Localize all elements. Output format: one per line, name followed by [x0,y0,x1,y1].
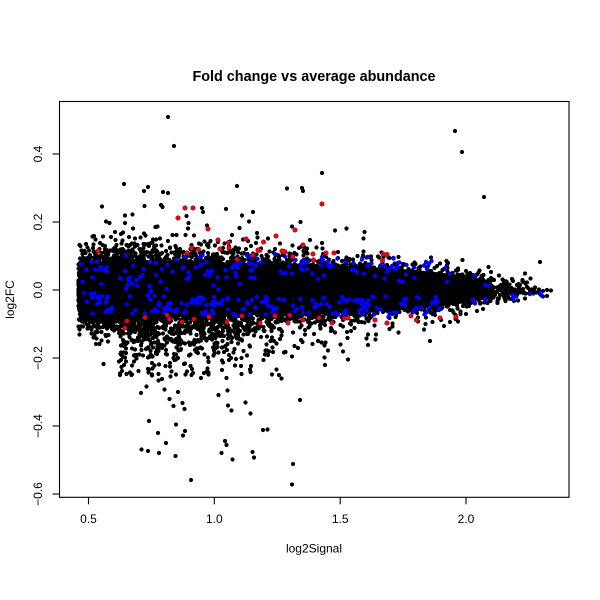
svg-text:2.0: 2.0 [458,512,475,526]
svg-text:0.4: 0.4 [31,145,45,162]
svg-text:1.0: 1.0 [206,512,223,526]
svg-text:−0.4: −0.4 [31,414,45,438]
svg-text:1.5: 1.5 [332,512,349,526]
svg-text:0.2: 0.2 [31,213,45,230]
svg-text:−0.2: −0.2 [31,346,45,370]
svg-text:0.0: 0.0 [31,281,45,298]
svg-text:log2FC: log2FC [3,280,17,319]
svg-text:Fold change vs average abundan: Fold change vs average abundance [192,69,435,85]
svg-text:log2Signal: log2Signal [286,542,342,556]
svg-text:−0.6: −0.6 [31,482,45,506]
svg-text:0.5: 0.5 [80,512,97,526]
